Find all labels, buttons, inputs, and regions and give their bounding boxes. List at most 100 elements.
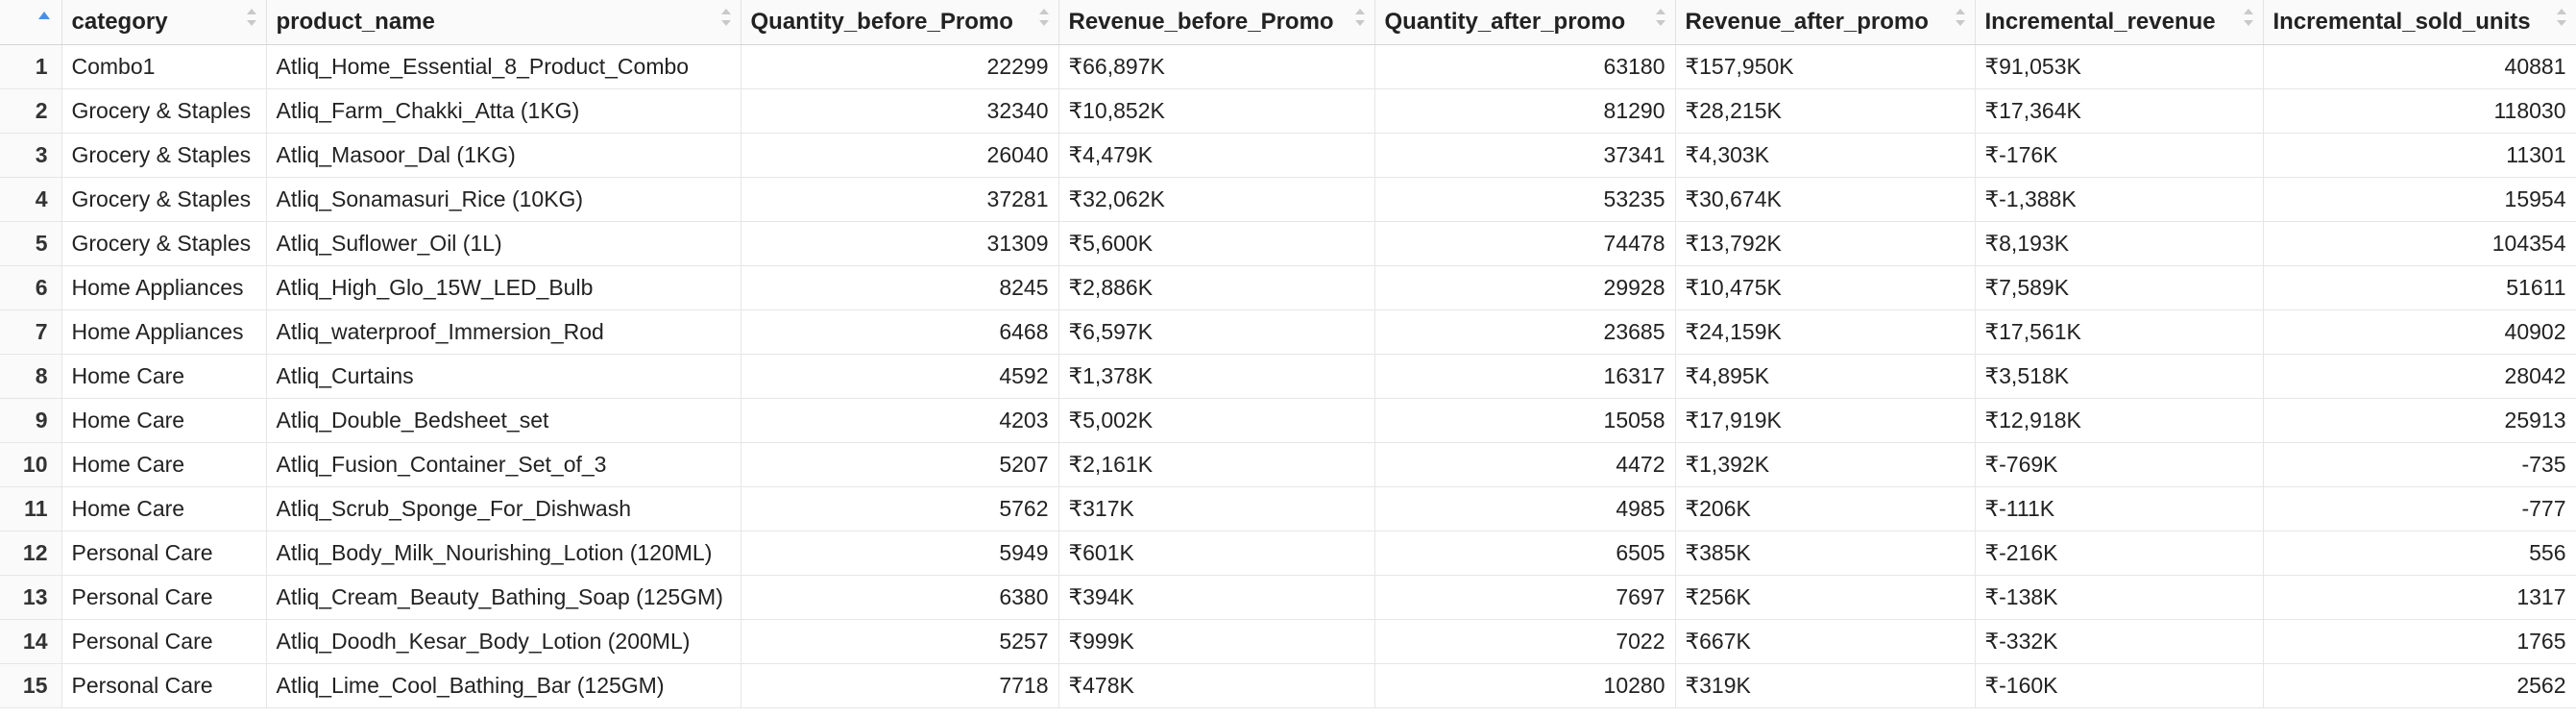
row-number-cell: 2 (0, 88, 62, 134)
cell-revenue-after-promo: ₹17,919K (1675, 398, 1976, 443)
cell-incremental-revenue: ₹91,053K (1975, 44, 2264, 89)
cell-quantity-before-promo: 6380 (741, 575, 1059, 620)
cell-product-name: Atliq_High_Glo_15W_LED_Bulb (266, 265, 741, 310)
cell-incremental-revenue: ₹-769K (1975, 442, 2264, 487)
cell-quantity-before-promo: 5207 (741, 442, 1059, 487)
cell-revenue-before-promo: ₹2,161K (1058, 442, 1375, 487)
cell-quantity-before-promo: 26040 (741, 133, 1059, 178)
cell-category: Personal Care (61, 619, 267, 664)
cell-incremental-revenue: ₹12,918K (1975, 398, 2264, 443)
cell-incremental-revenue: ₹-216K (1975, 531, 2264, 576)
cell-revenue-after-promo: ₹667K (1675, 619, 1976, 664)
table-row[interactable]: 1 Combo1 Atliq_Home_Essential_8_Product_Co… (0, 44, 2576, 89)
cell-product-name: Atliq_Fusion_Container_Set_of_3 (266, 442, 741, 487)
column-header-incremental-revenue[interactable]: Incremental_revenue (1975, 0, 2264, 45)
column-header-revenue-after-promo[interactable]: Revenue_after_promo (1675, 0, 1976, 45)
sort-toggle-icon[interactable] (720, 8, 732, 27)
sort-toggle-icon[interactable] (1354, 8, 1366, 27)
table-row[interactable]: 6 Home Appliances Atliq_High_Glo_15W_LED_B… (0, 265, 2576, 310)
cell-quantity-after-promo: 23685 (1374, 309, 1676, 355)
cell-incremental-revenue: ₹-332K (1975, 619, 2264, 664)
cell-revenue-before-promo: ₹32,062K (1058, 177, 1375, 222)
cell-incremental-sold-units: 15954 (2263, 177, 2576, 222)
sort-toggle-icon[interactable] (246, 8, 257, 27)
cell-revenue-before-promo: ₹1,378K (1058, 354, 1375, 399)
cell-category: Grocery & Staples (61, 177, 267, 222)
cell-product-name: Atliq_Home_Essential_8_Product_Combo (266, 44, 741, 89)
row-number-cell: 8 (0, 354, 62, 399)
row-number-cell: 7 (0, 309, 62, 355)
cell-quantity-after-promo: 16317 (1374, 354, 1676, 399)
cell-revenue-before-promo: ₹4,479K (1058, 133, 1375, 178)
table-row[interactable]: 3 Grocery & Staples Atliq_Masoor_Dal (1KG)… (0, 133, 2576, 178)
table-row[interactable]: 15 Personal Care Atliq_Lime_Cool_Bathing_B… (0, 663, 2576, 708)
table-header: category product_name Quantity_before_Pr… (0, 0, 2576, 45)
table-row[interactable]: 4 Grocery & Staples Atliq_Sonamasuri_Rice … (0, 177, 2576, 222)
cell-quantity-after-promo: 7022 (1374, 619, 1676, 664)
row-number-cell: 13 (0, 575, 62, 620)
cell-incremental-revenue: ₹3,518K (1975, 354, 2264, 399)
cell-incremental-revenue: ₹-111K (1975, 486, 2264, 532)
column-header-quantity-after-promo[interactable]: Quantity_after_promo (1374, 0, 1676, 45)
cell-incremental-revenue: ₹17,561K (1975, 309, 2264, 355)
table-row[interactable]: 5 Grocery & Staples Atliq_Suflower_Oil (1L… (0, 221, 2576, 266)
cell-incremental-sold-units: 2562 (2263, 663, 2576, 708)
table-row[interactable]: 7 Home Appliances Atliq_waterproof_Immersi… (0, 309, 2576, 355)
table-row[interactable]: 11 Home Care Atliq_Scrub_Sponge_For_Dishwa… (0, 486, 2576, 532)
cell-incremental-revenue: ₹-1,388K (1975, 177, 2264, 222)
cell-revenue-before-promo: ₹317K (1058, 486, 1375, 532)
cell-revenue-after-promo: ₹256K (1675, 575, 1976, 620)
cell-revenue-before-promo: ₹6,597K (1058, 309, 1375, 355)
column-header-quantity-before-promo[interactable]: Quantity_before_Promo (741, 0, 1059, 45)
row-number-header[interactable] (0, 0, 62, 45)
cell-product-name: Atliq_Curtains (266, 354, 741, 399)
cell-incremental-revenue: ₹8,193K (1975, 221, 2264, 266)
cell-revenue-after-promo: ₹13,792K (1675, 221, 1976, 266)
cell-category: Home Care (61, 354, 267, 399)
cell-quantity-before-promo: 7718 (741, 663, 1059, 708)
column-header-category[interactable]: category (61, 0, 267, 45)
sort-toggle-icon[interactable] (2243, 8, 2254, 27)
cell-incremental-revenue: ₹7,589K (1975, 265, 2264, 310)
sort-toggle-icon[interactable] (1955, 8, 1966, 27)
sort-toggle-icon[interactable] (2556, 8, 2567, 27)
cell-quantity-before-promo: 4203 (741, 398, 1059, 443)
column-header-incremental-sold-units[interactable]: Incremental_sold_units (2263, 0, 2576, 45)
row-number-cell: 11 (0, 486, 62, 532)
cell-revenue-after-promo: ₹1,392K (1675, 442, 1976, 487)
cell-quantity-before-promo: 4592 (741, 354, 1059, 399)
sort-toggle-icon[interactable] (1038, 8, 1050, 27)
row-number-cell: 14 (0, 619, 62, 664)
cell-incremental-sold-units: 556 (2263, 531, 2576, 576)
cell-product-name: Atliq_Sonamasuri_Rice (10KG) (266, 177, 741, 222)
table-row[interactable]: 2 Grocery & Staples Atliq_Farm_Chakki_Atta… (0, 88, 2576, 134)
cell-incremental-revenue: ₹17,364K (1975, 88, 2264, 134)
cell-product-name: Atliq_Masoor_Dal (1KG) (266, 133, 741, 178)
cell-incremental-sold-units: 40902 (2263, 309, 2576, 355)
cell-incremental-revenue: ₹-176K (1975, 133, 2264, 178)
cell-revenue-after-promo: ₹28,215K (1675, 88, 1976, 134)
cell-quantity-before-promo: 5949 (741, 531, 1059, 576)
column-header-product-name[interactable]: product_name (266, 0, 741, 45)
table-row[interactable]: 9 Home Care Atliq_Double_Bedsheet_set 4203 ₹… (0, 398, 2576, 443)
cell-quantity-before-promo: 31309 (741, 221, 1059, 266)
cell-revenue-before-promo: ₹2,886K (1058, 265, 1375, 310)
cell-incremental-sold-units: 1765 (2263, 619, 2576, 664)
table-row[interactable]: 12 Personal Care Atliq_Body_Milk_Nourishin… (0, 531, 2576, 576)
sort-ascending-icon[interactable] (38, 12, 50, 19)
sort-toggle-icon[interactable] (1655, 8, 1666, 27)
table-row[interactable]: 8 Home Care Atliq_Curtains 4592 ₹1,378K 16317… (0, 354, 2576, 399)
table-row[interactable]: 13 Personal Care Atliq_Cream_Beauty_Bathin… (0, 575, 2576, 620)
cell-incremental-sold-units: 40881 (2263, 44, 2576, 89)
table-row[interactable]: 14 Personal Care Atliq_Doodh_Kesar_Body_Lo… (0, 619, 2576, 664)
cell-quantity-after-promo: 4472 (1374, 442, 1676, 487)
cell-incremental-sold-units: 11301 (2263, 133, 2576, 178)
column-header-revenue-before-promo[interactable]: Revenue_before_Promo (1058, 0, 1375, 45)
cell-quantity-before-promo: 5762 (741, 486, 1059, 532)
cell-category: Personal Care (61, 531, 267, 576)
cell-quantity-before-promo: 32340 (741, 88, 1059, 134)
cell-quantity-after-promo: 15058 (1374, 398, 1676, 443)
table-row[interactable]: 10 Home Care Atliq_Fusion_Container_Set_of… (0, 442, 2576, 487)
